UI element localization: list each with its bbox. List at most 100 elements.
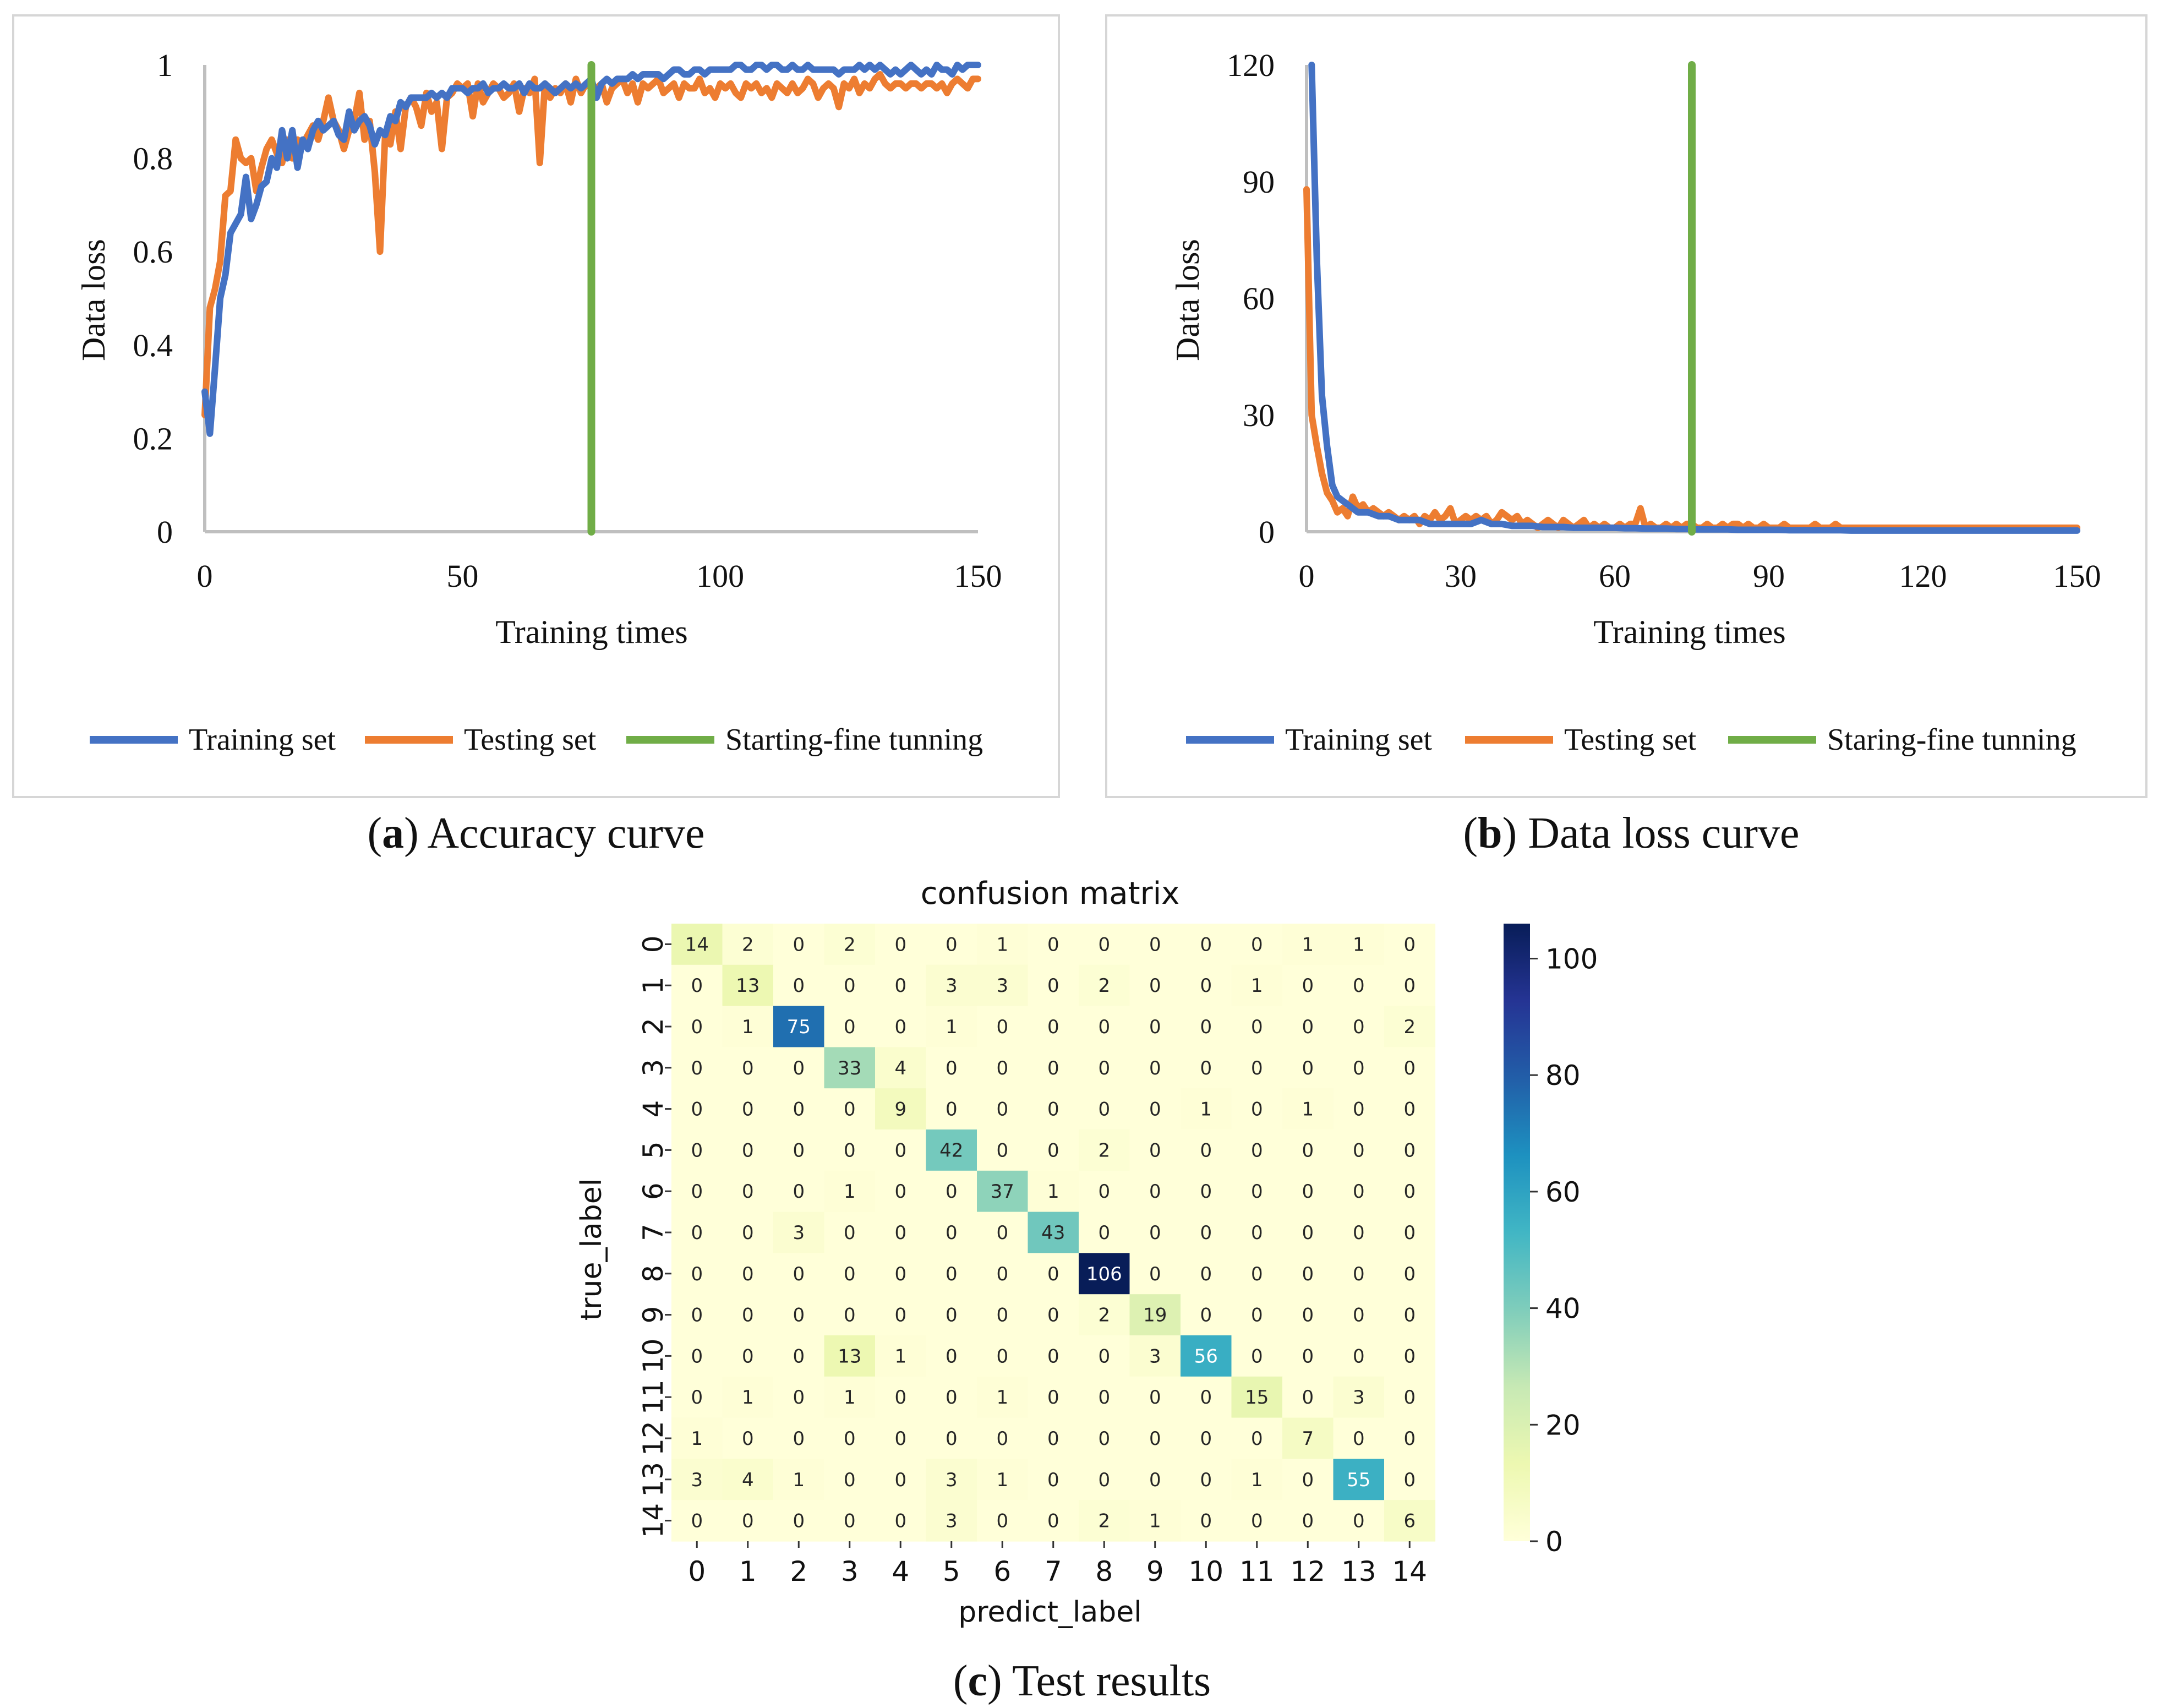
c-cell-4-8: [1079, 1088, 1130, 1130]
c-cell-value-7-10: 0: [1200, 1222, 1212, 1244]
c-cell-14-3: [824, 1500, 876, 1542]
c-cell-3-0: [671, 1047, 723, 1089]
c-cell-value-3-6: 0: [996, 1057, 1008, 1079]
c-cell-0-0: [671, 924, 723, 965]
c-cell-value-0-2: 0: [793, 934, 805, 956]
c-cell-value-5-5: 42: [939, 1139, 963, 1161]
c-cell-value-4-4: 9: [894, 1099, 906, 1121]
c-cell-0-4: [875, 924, 927, 965]
c-cell-value-10-6: 0: [996, 1345, 1008, 1367]
a-x-tick-labels: 0 50 100 150: [197, 558, 1002, 594]
c-cell-14-12: [1282, 1500, 1334, 1542]
panel-c-confusion-matrix: confusion matrix 14 2 0 2 0 0 1 0 0 0 0 0 1 1 00 13 0 0 0 3…: [575, 876, 1598, 1629]
c-cell-13-0: [671, 1459, 723, 1500]
c-cell-10-2: [773, 1335, 825, 1377]
c-cell-value-12-12: 7: [1302, 1428, 1314, 1450]
c-cell-value-12-6: 0: [996, 1428, 1008, 1450]
c-cell-7-9: [1129, 1212, 1181, 1253]
c-cell-value-11-4: 0: [894, 1387, 906, 1409]
c-cell-value-14-5: 3: [946, 1510, 958, 1532]
c-colorbar-tick-3: 60: [1545, 1176, 1581, 1208]
a-legend-label-2: Starting-fine tunning: [725, 723, 983, 757]
c-cell-3-12: [1282, 1047, 1334, 1089]
c-cell-2-4: [875, 1006, 927, 1047]
c-cell-value-9-14: 0: [1403, 1305, 1416, 1327]
c-cell-value-5-11: 0: [1251, 1139, 1263, 1161]
c-cell-3-9: [1129, 1047, 1181, 1089]
b-x-tick-2: 60: [1599, 558, 1631, 594]
c-cell-5-6: [977, 1129, 1029, 1171]
c-cell-11-14: [1384, 1376, 1436, 1418]
c-cell-value-2-2: 75: [787, 1016, 811, 1038]
c-cell-value-13-13: 55: [1347, 1469, 1370, 1491]
c-cell-value-11-0: 0: [691, 1387, 703, 1409]
c-cell-value-13-8: 0: [1098, 1469, 1110, 1491]
c-title: confusion matrix: [921, 876, 1180, 912]
c-cell-6-5: [926, 1170, 977, 1213]
c-cell-0-14: [1384, 924, 1436, 965]
c-cell-value-4-3: 0: [844, 1099, 856, 1121]
c-cell-value-0-5: 0: [946, 934, 958, 956]
c-cell-13-14: [1384, 1459, 1436, 1500]
c-cell-10-1: [722, 1335, 774, 1377]
c-cell-9-13: [1333, 1294, 1385, 1336]
c-x-tick-7: 7: [1045, 1556, 1062, 1587]
c-cell-14-6: [977, 1500, 1029, 1542]
c-cell-11-5: [926, 1376, 977, 1418]
c-cell-value-9-9: 19: [1143, 1305, 1167, 1327]
c-cell-value-5-12: 0: [1302, 1139, 1314, 1161]
c-cell-value-11-5: 0: [946, 1387, 958, 1409]
c-cell-value-0-10: 0: [1200, 934, 1212, 956]
c-cell-value-14-12: 0: [1302, 1510, 1314, 1532]
c-cell-12-0: [671, 1417, 723, 1459]
a-y-tick-1: 0.2: [133, 421, 173, 456]
c-cell-1-1: [722, 964, 774, 1007]
c-cell-value-4-13: 0: [1353, 1099, 1365, 1121]
c-cell-value-1-10: 0: [1200, 975, 1212, 997]
c-cell-value-3-11: 0: [1251, 1057, 1263, 1079]
c-y-tick-13: 13: [637, 1462, 669, 1497]
c-cell-value-12-10: 0: [1200, 1428, 1212, 1450]
c-cell-14-8: [1079, 1500, 1130, 1542]
c-cell-value-13-4: 0: [894, 1469, 906, 1491]
caption-b: (b) Data loss curve: [1463, 809, 1800, 858]
a-y-tick-4: 0.8: [133, 141, 173, 177]
c-cell-value-3-10: 0: [1200, 1057, 1212, 1079]
c-cell-4-7: [1028, 1088, 1079, 1130]
c-cell-5-10: [1181, 1129, 1232, 1171]
c-cell-value-2-5: 1: [946, 1016, 958, 1038]
c-cell-value-13-0: 3: [691, 1469, 703, 1491]
c-cell-1-6: [977, 964, 1029, 1007]
c-cell-value-6-3: 1: [844, 1181, 856, 1203]
panel-a-accuracy-chart: 0 0.2 0.4 0.6 0.8 1 0 50 100 150 Data loss Train…: [12, 14, 1060, 798]
a-x-tick-1: 50: [446, 558, 478, 594]
c-x-tick-0: 0: [688, 1556, 706, 1587]
c-y-tick-2: 2: [637, 1018, 669, 1035]
c-cell-12-1: [722, 1417, 774, 1459]
c-cell-2-3: [824, 1006, 876, 1047]
c-cell-8-7: [1028, 1253, 1079, 1295]
c-x-tick-3: 3: [841, 1556, 859, 1587]
panel-b-border: [1105, 14, 2147, 798]
c-cell-value-2-11: 0: [1251, 1016, 1263, 1038]
a-y-tick-3: 0.6: [133, 234, 173, 270]
c-cell-value-10-1: 0: [742, 1345, 754, 1367]
c-cell-1-13: [1333, 964, 1385, 1007]
c-cell-13-5: [926, 1459, 977, 1500]
a-legend: Training set Testing set Starting-fine tun…: [90, 723, 983, 757]
c-cell-value-3-9: 0: [1149, 1057, 1161, 1079]
c-colorbar: [1504, 924, 1530, 1541]
c-cell-value-4-1: 0: [742, 1099, 754, 1121]
c-cell-value-13-9: 0: [1149, 1469, 1161, 1491]
c-cell-11-11: [1231, 1376, 1283, 1418]
c-cell-value-12-9: 0: [1149, 1428, 1161, 1450]
c-cell-2-7: [1028, 1006, 1079, 1047]
c-cell-value-6-12: 0: [1302, 1181, 1314, 1203]
c-cell-value-0-7: 0: [1047, 934, 1059, 956]
c-cell-value-9-5: 0: [946, 1305, 958, 1327]
b-x-axis-label: Training times: [1593, 614, 1785, 650]
c-cell-6-4: [875, 1170, 927, 1213]
c-cell-value-8-14: 0: [1403, 1263, 1416, 1285]
c-cell-4-0: [671, 1088, 723, 1130]
c-cell-3-5: [926, 1047, 977, 1089]
